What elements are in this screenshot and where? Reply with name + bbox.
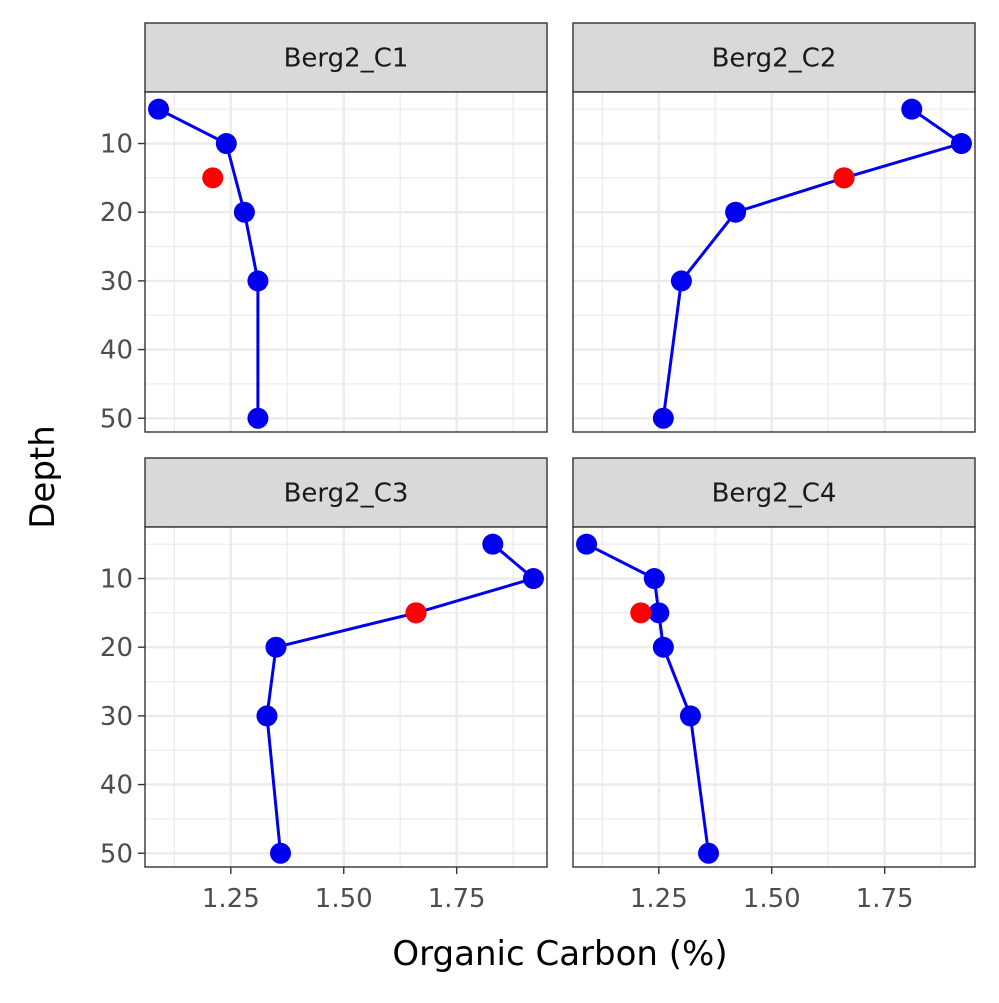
data-point <box>698 842 720 864</box>
data-point <box>482 533 504 555</box>
panel-border <box>572 91 976 433</box>
data-point <box>648 602 670 624</box>
x-axis-title: Organic Carbon (%) <box>392 934 727 974</box>
data-point <box>233 201 255 223</box>
facet-strip <box>572 457 976 528</box>
data-point <box>215 133 237 155</box>
x-tick-label: 1.50 <box>743 884 801 914</box>
facet-strip-label: Berg2_C4 <box>712 479 837 509</box>
facet-strip <box>144 22 548 93</box>
highlight-point <box>405 602 427 624</box>
data-point <box>679 705 701 727</box>
data-point <box>247 270 269 292</box>
facet-strip-label: Berg2_C3 <box>284 479 409 509</box>
data-point <box>725 201 747 223</box>
highlight-point <box>630 602 652 624</box>
panel-border <box>144 526 548 868</box>
data-point <box>247 407 269 429</box>
y-tick-label: 30 <box>100 267 133 297</box>
data-point <box>270 842 292 864</box>
y-tick-label: 10 <box>100 130 133 160</box>
x-tick-label: 1.25 <box>630 884 688 914</box>
facet-strip-label: Berg2_C2 <box>712 44 837 74</box>
y-tick-label: 50 <box>100 404 133 434</box>
y-tick-label: 20 <box>100 198 133 228</box>
data-point <box>901 98 923 120</box>
panel-border <box>572 526 976 868</box>
panel-background <box>573 527 975 867</box>
data-point <box>670 270 692 292</box>
data-point <box>652 636 674 658</box>
y-tick-label: 30 <box>100 702 133 732</box>
y-tick-label: 40 <box>100 336 133 366</box>
x-tick-label: 1.25 <box>202 884 260 914</box>
highlight-point <box>833 167 855 189</box>
x-tick-label: 1.75 <box>856 884 914 914</box>
x-tick-label: 1.75 <box>428 884 486 914</box>
y-tick-label: 10 <box>100 565 133 595</box>
panel-background <box>145 92 547 432</box>
facet-strip-label: Berg2_C1 <box>284 44 409 74</box>
panel-background <box>145 527 547 867</box>
facet-strip <box>572 22 976 93</box>
y-tick-label: 40 <box>100 771 133 801</box>
data-point <box>652 407 674 429</box>
panel-border <box>144 91 548 433</box>
data-point <box>256 705 278 727</box>
series-line <box>585 542 710 854</box>
data-point <box>576 533 598 555</box>
x-tick-label: 1.50 <box>315 884 373 914</box>
y-axis-title: Depth <box>23 425 63 529</box>
data-point <box>265 636 287 658</box>
data-point <box>643 568 665 590</box>
highlight-point <box>202 167 224 189</box>
data-point <box>950 133 972 155</box>
y-tick-label: 50 <box>100 839 133 869</box>
data-point <box>522 568 544 590</box>
data-point <box>148 98 170 120</box>
y-tick-label: 20 <box>100 633 133 663</box>
panel-background <box>573 92 975 432</box>
